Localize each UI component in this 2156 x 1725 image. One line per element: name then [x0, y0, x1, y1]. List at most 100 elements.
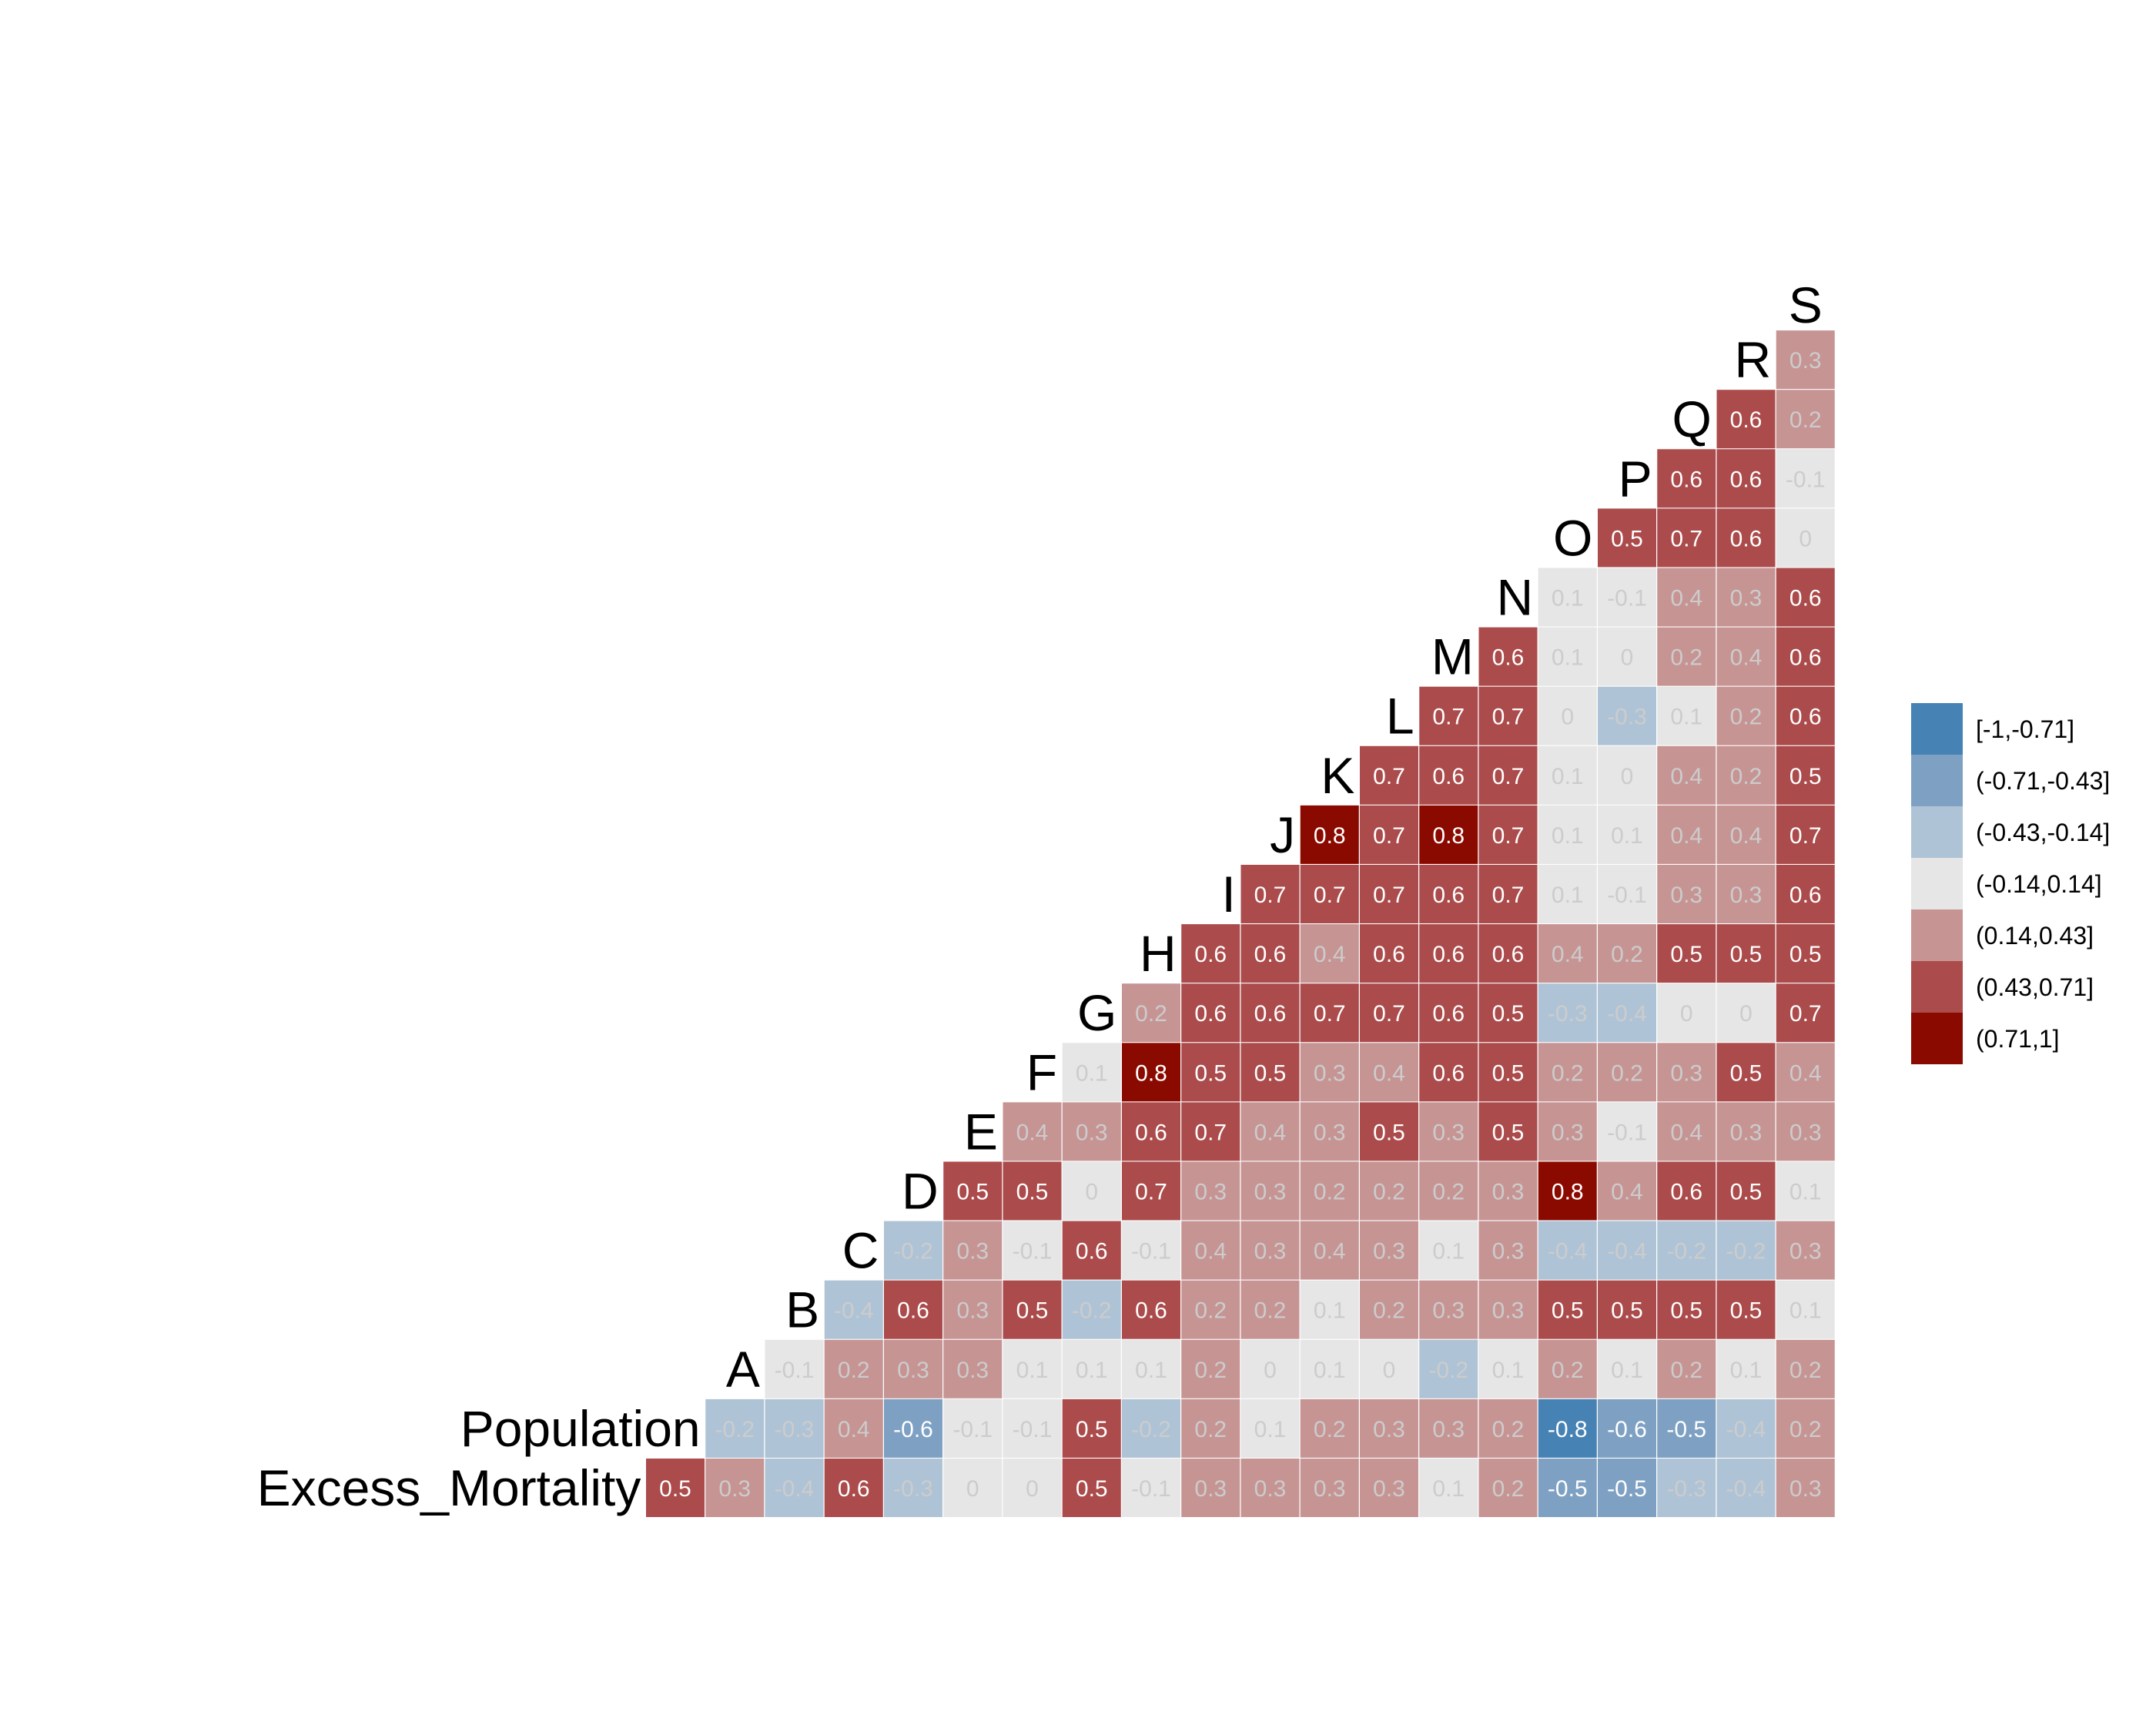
heatmap-cell-rect [1419, 1161, 1478, 1221]
heatmap-cell: 0.2 [1657, 1339, 1716, 1398]
heatmap-cell-rect [1776, 1339, 1835, 1398]
heatmap-cell-rect [1538, 745, 1597, 805]
heatmap-cell: 0.6 [1419, 924, 1478, 983]
cell-value-label: 0.4 [1670, 764, 1702, 789]
heatmap-cell: 0 [1776, 508, 1835, 568]
heatmap-cell: 0.6 [1657, 1161, 1716, 1221]
cell-value-label: 0.4 [1373, 1060, 1405, 1086]
variable-label: S [1789, 276, 1823, 333]
heatmap-cell: 0.4 [1716, 627, 1776, 686]
heatmap-cell-rect [1360, 1280, 1418, 1339]
cell-value-label: 0 [1026, 1476, 1039, 1502]
heatmap-cell-rect [1062, 1043, 1121, 1102]
heatmap-cell: 0.2 [1776, 1339, 1835, 1398]
heatmap-cell-rect [1538, 1398, 1597, 1458]
heatmap-cell: 0.7 [1478, 805, 1538, 864]
cell-value-label: 0.2 [1789, 1358, 1822, 1383]
heatmap-cell-rect [1538, 686, 1597, 745]
cell-value-label: 0.3 [1730, 586, 1763, 611]
heatmap-cell: -0.2 [1657, 1221, 1716, 1280]
cell-value-label: 0 [1799, 526, 1812, 551]
cell-value-label: 0.3 [956, 1298, 989, 1324]
heatmap-cell-rect [1419, 1221, 1478, 1280]
heatmap-cell-rect [1181, 1459, 1240, 1517]
heatmap-cell-rect [1003, 1102, 1062, 1161]
heatmap-cell: 0.1 [1657, 686, 1716, 745]
legend-label: (-0.71,-0.43] [1976, 767, 2110, 795]
heatmap-cell: 0.4 [1657, 745, 1716, 805]
heatmap-cell-rect [1657, 805, 1716, 864]
heatmap-cell-rect [1181, 1161, 1240, 1221]
heatmap-cell: 0.1 [1716, 1339, 1776, 1398]
heatmap-cell: 0.3 [884, 1339, 942, 1398]
heatmap-cells: 0.5 0.3 -0.4 0.6 -0.3 0 0 0.5 -0.1 0.3 0.3 0.3 0.3 0.… [646, 330, 1835, 1517]
variable-label: H [1140, 925, 1177, 982]
cell-value-label: 0.1 [1254, 1417, 1287, 1442]
heatmap-cell: 0.3 [1360, 1398, 1418, 1458]
heatmap-cell: 0 [1240, 1339, 1300, 1398]
cell-value-label: -0.8 [1548, 1417, 1588, 1442]
heatmap-cell-rect [1598, 686, 1656, 745]
heatmap-cell: 0.8 [1300, 805, 1359, 864]
heatmap-cell: 0.3 [943, 1339, 1003, 1398]
cell-value-label: 0.3 [1789, 1239, 1822, 1264]
variable-label: O [1553, 509, 1592, 566]
heatmap-cell-rect [1240, 924, 1300, 983]
cell-value-label: 0.6 [1730, 526, 1763, 551]
heatmap-cell-rect [1062, 1280, 1121, 1339]
cell-value-label: -0.2 [1428, 1358, 1468, 1383]
cell-value-label: -0.2 [1666, 1239, 1706, 1264]
cell-value-label: 0.5 [1076, 1417, 1108, 1442]
heatmap-cell: 0 [1657, 983, 1716, 1043]
heatmap-cell: 0.3 [1478, 1221, 1538, 1280]
heatmap-cell: 0.4 [1657, 805, 1716, 864]
heatmap-cell: 0.7 [1478, 865, 1538, 923]
heatmap-cell: 0.3 [705, 1459, 765, 1517]
heatmap-cell: 0.6 [1122, 1102, 1180, 1161]
cell-value-label: 0.1 [1552, 823, 1584, 849]
heatmap-cell: 0.2 [1122, 983, 1180, 1043]
cell-value-label: 0.7 [1670, 526, 1702, 551]
heatmap-cell-rect [1538, 865, 1597, 923]
heatmap-cell-rect [1062, 1221, 1121, 1280]
cell-value-label: 0.6 [1789, 705, 1822, 730]
cell-value-label: 0.2 [1432, 1180, 1465, 1205]
cell-value-label: 0.3 [956, 1239, 989, 1264]
cell-value-label: 0.5 [956, 1180, 989, 1205]
heatmap-cell: 0.2 [1657, 627, 1716, 686]
cell-value-label: 0.7 [1254, 883, 1287, 908]
heatmap-cell-rect [1419, 745, 1478, 805]
heatmap-cell: 0.7 [1360, 805, 1418, 864]
cell-value-label: 0.3 [1432, 1120, 1465, 1145]
heatmap-cell-rect [1181, 924, 1240, 983]
heatmap-cell-rect [1716, 1398, 1776, 1458]
heatmap-cell: -0.2 [1716, 1221, 1776, 1280]
heatmap-cell: 0.2 [1419, 1161, 1478, 1221]
heatmap-cell-rect [1478, 745, 1538, 805]
cell-value-label: 0.1 [1789, 1180, 1822, 1205]
cell-value-label: 0.7 [1789, 823, 1822, 849]
heatmap-cell: 0.5 [943, 1161, 1003, 1221]
cell-value-label: 0.3 [1492, 1298, 1525, 1324]
heatmap-cell-rect [1360, 1161, 1418, 1221]
heatmap-cell: 0.6 [1716, 449, 1776, 508]
heatmap-cell-rect [884, 1221, 942, 1280]
heatmap-cell: 0.2 [1598, 1043, 1656, 1102]
heatmap-cell-rect [1538, 1043, 1597, 1102]
cell-value-label: 0.2 [1730, 764, 1763, 789]
heatmap-cell: -0.2 [1122, 1398, 1180, 1458]
legend-swatch [1911, 806, 1963, 858]
variable-label: M [1431, 628, 1474, 685]
heatmap-cell: 0.6 [1716, 390, 1776, 449]
heatmap-cell-rect [765, 1398, 824, 1458]
heatmap-cell: 0.7 [1300, 983, 1359, 1043]
heatmap-cell-rect [1598, 1161, 1656, 1221]
variable-label: J [1270, 806, 1295, 863]
heatmap-cell: 0.1 [1300, 1280, 1359, 1339]
heatmap-cell-rect [1300, 865, 1359, 923]
heatmap-cell-rect [1538, 1459, 1597, 1517]
cell-value-label: 0.4 [1730, 823, 1763, 849]
heatmap-cell: 0.5 [1003, 1280, 1062, 1339]
cell-value-label: 0.5 [1016, 1180, 1049, 1205]
heatmap-cell: -0.1 [1776, 449, 1835, 508]
